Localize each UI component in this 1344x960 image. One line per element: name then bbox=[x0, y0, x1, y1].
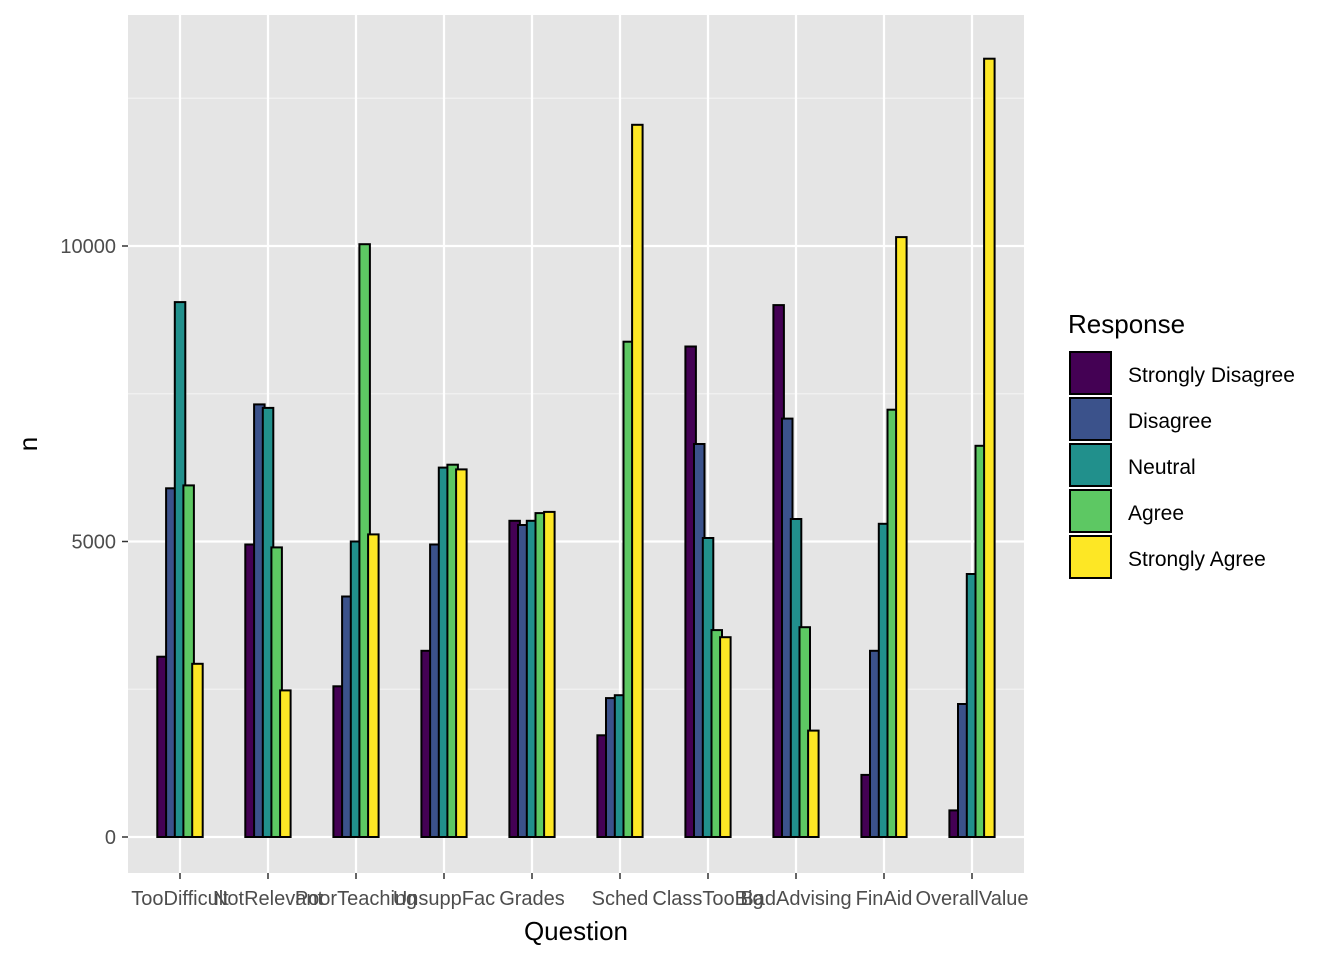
x-tick-label: UnsuppFac bbox=[393, 888, 495, 910]
bar bbox=[367, 533, 380, 839]
x-tick-label: NotRelevant bbox=[213, 888, 324, 910]
x-tick-label: PoorTeaching bbox=[295, 888, 417, 910]
legend-key bbox=[1069, 535, 1112, 579]
bar bbox=[631, 123, 644, 839]
x-tick-label: Grades bbox=[499, 888, 565, 910]
y-tick-label: 5000 bbox=[72, 532, 117, 554]
legend-label: Disagree bbox=[1128, 410, 1212, 433]
bar bbox=[719, 636, 732, 839]
bar bbox=[807, 729, 820, 838]
legend: Response Strongly Disagree Disagree Neutra… bbox=[1068, 309, 1295, 579]
bar bbox=[279, 689, 292, 839]
legend-key bbox=[1069, 489, 1112, 533]
legend-key bbox=[1069, 443, 1112, 487]
x-tick-label: ClassTooBig bbox=[652, 888, 763, 910]
x-tick-label: TooDifficult bbox=[131, 888, 229, 910]
x-tick-label: FinAid bbox=[856, 888, 913, 910]
legend-key bbox=[1069, 351, 1112, 395]
x-tick-label: OverallValue bbox=[915, 888, 1028, 910]
legend-label: Agree bbox=[1128, 502, 1184, 525]
y-axis-title: n bbox=[13, 437, 43, 451]
legend-label: Strongly Disagree bbox=[1128, 364, 1295, 387]
x-tick-label: BadAdvising bbox=[740, 888, 851, 910]
bars bbox=[156, 57, 996, 839]
y-tick-label: 0 bbox=[105, 827, 116, 849]
legend-label: Strongly Agree bbox=[1128, 548, 1266, 571]
y-axis: 0 5000 10000 bbox=[60, 236, 128, 849]
bar bbox=[983, 57, 996, 838]
bar bbox=[191, 662, 204, 838]
y-tick-label: 10000 bbox=[60, 236, 116, 258]
x-tick-label: Sched bbox=[592, 888, 649, 910]
bar bbox=[543, 510, 556, 838]
legend-title: Response bbox=[1068, 309, 1185, 339]
x-axis-title: Question bbox=[524, 916, 628, 946]
bar bbox=[895, 236, 908, 839]
legend-key bbox=[1069, 397, 1112, 441]
legend-label: Neutral bbox=[1128, 456, 1196, 479]
bar bbox=[455, 468, 468, 838]
x-axis: TooDifficultNotRelevantPoorTeachingUnsup… bbox=[131, 873, 1029, 910]
bar bbox=[182, 484, 195, 838]
